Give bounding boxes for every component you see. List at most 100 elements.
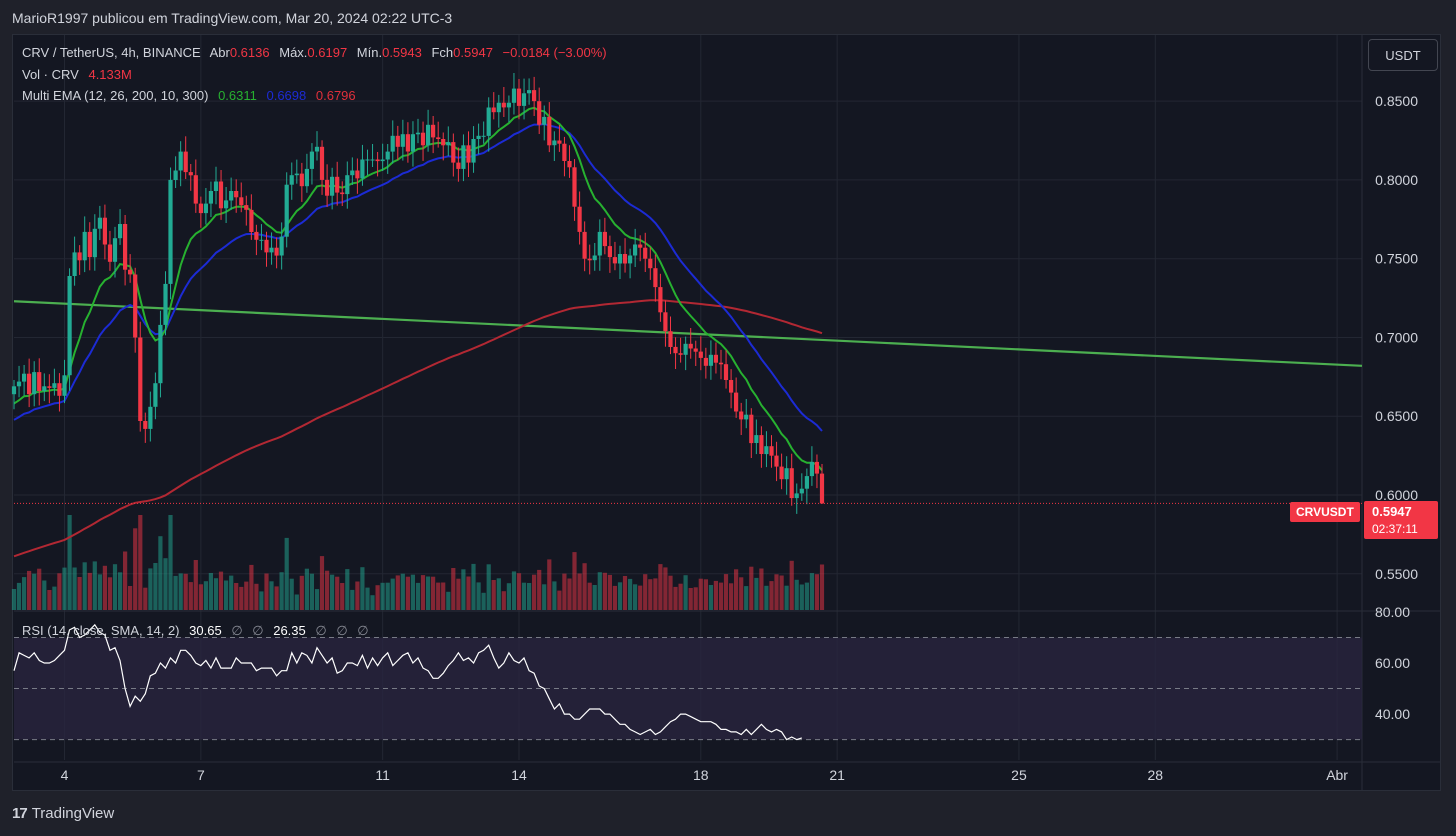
volume-bar [501, 591, 506, 610]
volume-bar [62, 567, 67, 610]
volume-bar [390, 578, 395, 610]
candle-body [239, 197, 244, 206]
volume-bar [749, 566, 754, 610]
rsi-band [14, 637, 1362, 740]
candle-body [698, 351, 703, 358]
volume-bar [16, 582, 22, 610]
price-tag-price: 0.5947 [1372, 504, 1412, 519]
price-tick-6: 0.5500 [1375, 566, 1418, 582]
candle-body [734, 392, 739, 412]
legend-high-label: Máx. [279, 45, 308, 60]
volume-bar [173, 575, 178, 610]
candle-body [617, 254, 623, 264]
volume-bar [330, 574, 335, 610]
volume-bar [340, 583, 345, 610]
volume-bar [178, 573, 183, 610]
price-tag: 0.5947 02:37:11 [1364, 501, 1438, 539]
candle-body [819, 473, 825, 504]
candle-body [325, 179, 330, 196]
candle-body [57, 383, 62, 396]
legend-ema-label: Multi EMA (12, 26, 200, 10, 300) [22, 88, 209, 103]
candle-body [77, 252, 82, 261]
volume-bar [213, 578, 219, 610]
volume-bar [607, 574, 612, 610]
candle-body [203, 203, 208, 214]
candle-body [193, 175, 198, 204]
candle-body [410, 134, 415, 152]
volume-bar [314, 589, 320, 610]
candle-body [446, 142, 451, 146]
candle-body [380, 159, 385, 162]
candle-body [229, 191, 234, 201]
volume-bar [617, 582, 623, 610]
volume-bar [415, 582, 421, 610]
volume-bar [779, 575, 784, 610]
candle-body [607, 246, 612, 258]
candle-body [47, 386, 52, 388]
volume-bar [133, 528, 138, 610]
legend-rsi-label: RSI (14, close, SMA, 14, 2) [22, 623, 180, 638]
candle-body [582, 231, 587, 259]
volume-bar [723, 574, 729, 610]
time-tick-5: 21 [829, 767, 845, 783]
candle-body [158, 324, 163, 384]
candle-body [52, 383, 57, 388]
volume-bar [547, 559, 552, 610]
price-tag-countdown: 02:37:11 [1372, 522, 1418, 536]
candle-body [289, 175, 294, 185]
candle-body [304, 168, 309, 187]
candle-body [208, 191, 213, 204]
candle-body [11, 386, 17, 395]
volume-bar [229, 575, 234, 610]
legend-rsi-value: 30.65 [189, 623, 222, 638]
candle-body [688, 343, 693, 349]
candle-body [218, 181, 224, 209]
candle-body [426, 124, 431, 146]
volume-bar [567, 578, 572, 610]
candle-body [567, 161, 572, 168]
candle-body [506, 102, 511, 108]
candle-body [107, 244, 113, 262]
candle-body [527, 90, 532, 94]
volume-bar [304, 568, 309, 610]
legend-rsi-ph2: ∅ [252, 623, 264, 638]
volume-bar [451, 568, 456, 610]
candle-body [708, 354, 713, 366]
candle-body [521, 93, 527, 106]
published-header: MarioR1997 publicou em TradingView.com, … [12, 10, 453, 26]
candle-body [668, 331, 673, 347]
currency-button[interactable]: USDT [1368, 39, 1438, 71]
candle-body [173, 170, 178, 180]
candle-body [37, 372, 42, 391]
candle-body [340, 192, 345, 195]
candle-body [678, 353, 683, 355]
volume-bar [279, 572, 284, 610]
candle-body [16, 381, 22, 387]
volume-bar [744, 586, 749, 610]
legend-rsi: RSI (14, close, SMA, 14, 2) 30.65 ∅ ∅ 26… [22, 623, 375, 639]
candle-body [123, 224, 128, 270]
volume-bar [47, 590, 52, 610]
candle-body [22, 373, 27, 382]
volume-bar [557, 590, 562, 610]
time-tick-1: 7 [197, 767, 205, 783]
candle-body [335, 176, 340, 193]
candle-body [501, 102, 506, 108]
candle-body [370, 159, 375, 161]
candle-body [128, 269, 133, 275]
volume-bar [587, 582, 592, 610]
volume-bar [365, 587, 370, 610]
volume-bar [527, 583, 532, 610]
trendline-line [13, 300, 1363, 367]
volume-bar [92, 561, 97, 610]
volume-bar [496, 578, 501, 610]
candle-body [102, 217, 107, 245]
candle-body [673, 346, 678, 354]
candle-body [138, 337, 143, 421]
volume-bar [804, 582, 809, 610]
legend-rsi-ma: 26.35 [273, 623, 306, 638]
footer-brand[interactable]: 17 TradingView [12, 805, 114, 822]
volume-bar [158, 536, 163, 610]
volume-bar [532, 574, 537, 610]
